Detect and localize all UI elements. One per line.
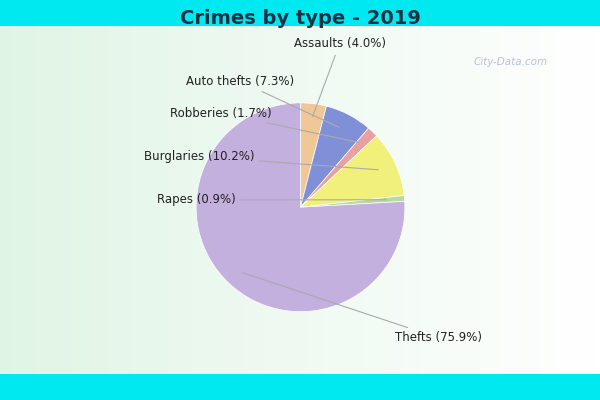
Text: Rapes (0.9%): Rapes (0.9%) — [157, 194, 386, 206]
Text: Crimes by type - 2019: Crimes by type - 2019 — [179, 8, 421, 28]
Text: Auto thefts (7.3%): Auto thefts (7.3%) — [185, 74, 339, 127]
Wedge shape — [301, 106, 368, 207]
Text: Robberies (1.7%): Robberies (1.7%) — [170, 106, 359, 142]
Wedge shape — [196, 103, 405, 312]
Wedge shape — [301, 103, 326, 207]
Text: Thefts (75.9%): Thefts (75.9%) — [242, 273, 482, 344]
Wedge shape — [301, 136, 404, 207]
Wedge shape — [301, 128, 377, 207]
Text: Burglaries (10.2%): Burglaries (10.2%) — [144, 150, 378, 170]
Wedge shape — [301, 196, 405, 207]
Text: City-Data.com: City-Data.com — [473, 57, 548, 67]
Text: Assaults (4.0%): Assaults (4.0%) — [293, 37, 386, 117]
